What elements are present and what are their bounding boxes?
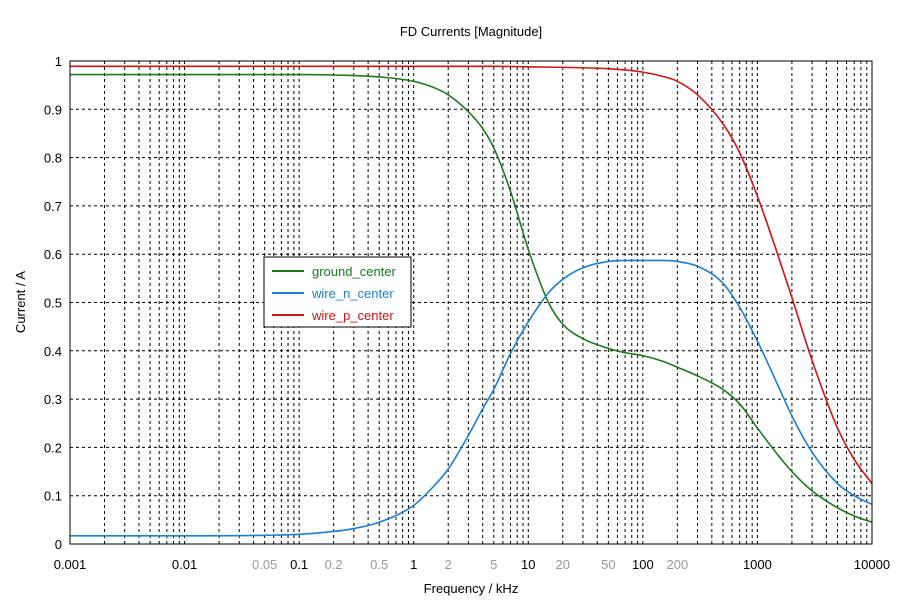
x-tick-label: 0.001 <box>54 557 87 572</box>
x-tick-label: 0.2 <box>325 557 343 572</box>
x-tick-label: 2 <box>445 557 452 572</box>
series-line-wire-p-center <box>69 65 873 485</box>
y-tick-label: 0.3 <box>44 392 62 407</box>
grid <box>70 61 872 544</box>
x-tick-label: 10000 <box>854 557 890 572</box>
x-axis-title: Frequency / kHz <box>424 581 519 596</box>
x-tick-label: 1 <box>410 557 417 572</box>
y-tick-label: 0.1 <box>44 489 62 504</box>
x-tick-label: 0.1 <box>290 557 308 572</box>
x-tick-label: 100 <box>632 557 654 572</box>
legend-label-ground-center: ground_center <box>312 264 397 279</box>
y-tick-label: 0.8 <box>44 151 62 166</box>
legend-label-wire-p-center: wire_p_center <box>311 308 394 323</box>
y-tick-label: 1 <box>55 54 62 69</box>
chart-title: FD Currents [Magnitude] <box>400 24 542 39</box>
series-lines <box>69 65 873 537</box>
x-tick-label: 0.5 <box>370 557 388 572</box>
x-axis-ticks: 0.001 0.01 0.05 0.1 0.2 0.5 1 2 5 10 20 50 100 200 100… <box>54 557 890 572</box>
y-tick-label: 0.9 <box>44 102 62 117</box>
x-tick-label: 10 <box>521 557 535 572</box>
y-tick-label: 0 <box>55 537 62 552</box>
y-axis-title: Current / A <box>13 271 28 333</box>
x-tick-label: 20 <box>556 557 570 572</box>
series-line-ground-center <box>70 73 873 524</box>
x-tick-label: 50 <box>601 557 615 572</box>
x-tick-label: 5 <box>490 557 497 572</box>
legend-label-wire-n-center: wire_n_center <box>311 286 394 301</box>
plot-frame <box>69 60 873 545</box>
x-tick-label: 1000 <box>743 557 772 572</box>
series-line-wire-n-center <box>70 259 873 537</box>
y-tick-label: 0.6 <box>44 247 62 262</box>
y-tick-label: 0.4 <box>44 344 62 359</box>
legend: ground_center wire_n_center wire_p_center <box>263 256 412 328</box>
y-tick-label: 0.5 <box>44 296 62 311</box>
x-tick-label: 0.05 <box>252 557 277 572</box>
y-tick-label: 0.7 <box>44 199 62 214</box>
y-axis-ticks: 0 0.1 0.2 0.3 0.4 0.5 0.6 0.7 0.8 0.9 1 <box>44 54 62 552</box>
x-tick-label: 0.01 <box>172 557 197 572</box>
x-tick-label: 200 <box>666 557 688 572</box>
y-tick-label: 0.2 <box>44 440 62 455</box>
